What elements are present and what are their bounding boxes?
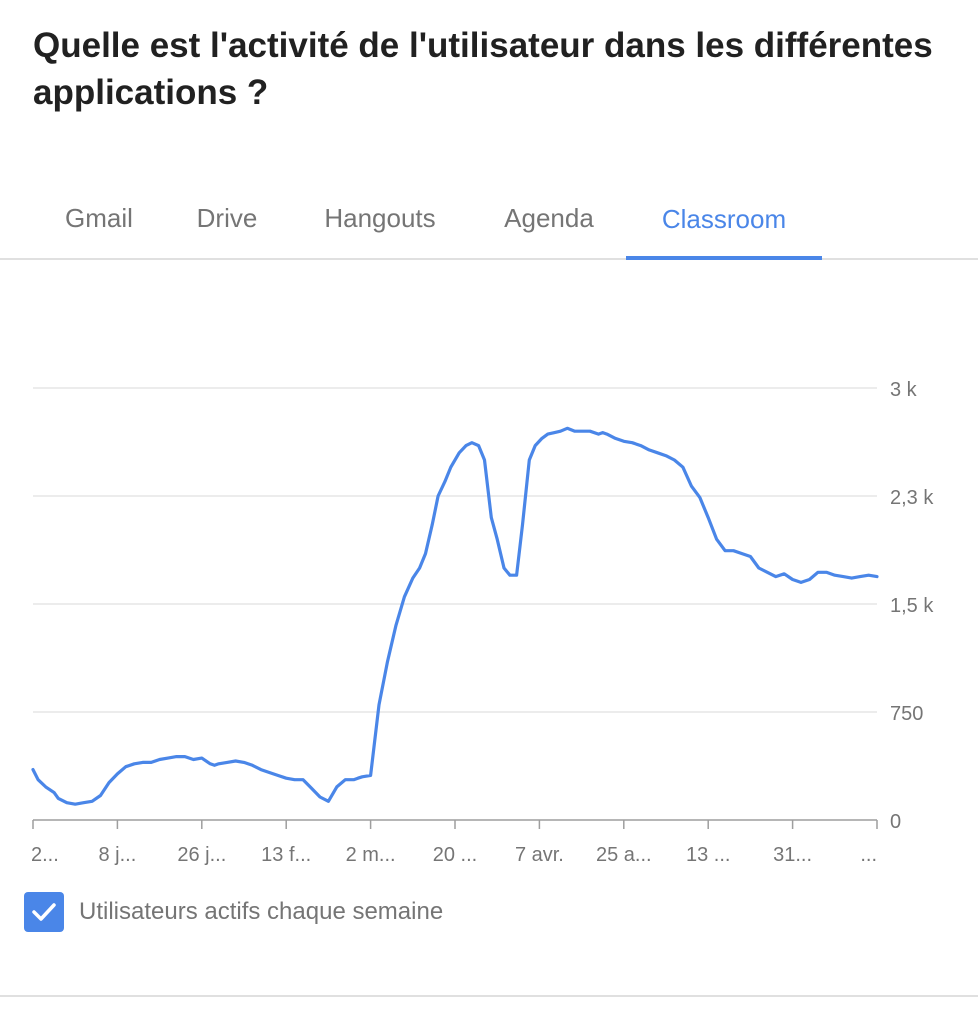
series-line: [31, 426, 879, 806]
app-tabs: Gmail Drive Hangouts Agenda Classroom: [0, 178, 978, 260]
x-tick-label: 20 ...: [433, 844, 477, 866]
x-tick-label: 2...: [31, 844, 59, 866]
x-tick-label: ...: [860, 844, 877, 866]
legend: Utilisateurs actifs chaque semaine: [24, 892, 443, 932]
tab-gmail[interactable]: Gmail: [65, 202, 133, 233]
tab-hangouts[interactable]: Hangouts: [324, 202, 436, 233]
x-tick-label: 8 j...: [99, 844, 137, 866]
legend-label: Utilisateurs actifs chaque semaine: [79, 898, 444, 925]
check-icon: [32, 903, 56, 921]
x-tick-label: 25 a...: [596, 844, 652, 866]
y-tick-label: 2,3 k: [890, 487, 934, 509]
y-tick-label: 0: [890, 811, 901, 833]
x-tick-label: 7 avr.: [515, 844, 564, 866]
tab-classroom[interactable]: Classroom: [626, 178, 822, 260]
x-tick-label: 26 j...: [177, 844, 226, 866]
y-tick-label: 3 k: [890, 379, 918, 401]
x-tick-label: 13 f...: [261, 844, 311, 866]
x-tick-label: 2 m...: [346, 844, 396, 866]
tab-agenda[interactable]: Agenda: [504, 202, 594, 233]
tab-drive[interactable]: Drive: [196, 202, 258, 233]
y-tick-label: 1,5 k: [890, 595, 934, 617]
x-tick-label: 31...: [773, 844, 812, 866]
x-tick-label: 13 ...: [686, 844, 730, 866]
legend-checkbox[interactable]: [24, 892, 64, 932]
page-title: Quelle est l'activité de l'utilisateur d…: [33, 26, 933, 112]
y-tick-label: 750: [890, 703, 923, 725]
divider: [0, 995, 978, 997]
line-chart: 0 750 1,5 k 2,3 k 3 k 2... 8 j... 26 j... 13 f..…: [31, 379, 934, 866]
